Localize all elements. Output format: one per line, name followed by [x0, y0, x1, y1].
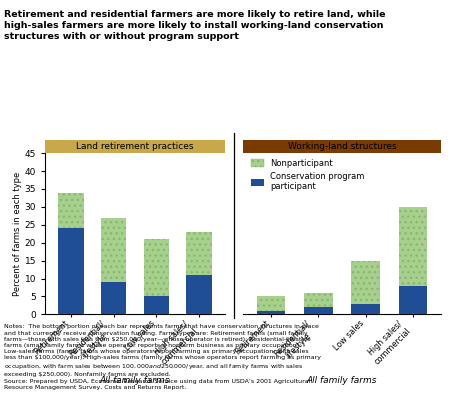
Bar	[399, 286, 427, 314]
Y-axis label: Percent of farms in each type: Percent of farms in each type	[13, 172, 22, 296]
FancyBboxPatch shape	[45, 140, 225, 153]
Bar	[101, 218, 126, 282]
Bar	[186, 232, 212, 275]
FancyBboxPatch shape	[243, 140, 441, 153]
Bar	[144, 297, 169, 314]
Text: Working-land structures: Working-land structures	[288, 142, 396, 151]
Bar	[351, 261, 380, 303]
Bar	[144, 239, 169, 297]
Bar	[257, 311, 285, 314]
Bar	[304, 293, 333, 307]
Text: All family farms: All family farms	[307, 376, 377, 384]
Bar	[399, 207, 427, 286]
Text: Notes:  The bottom portion of each bar represents farms that have conservation s: Notes: The bottom portion of each bar re…	[4, 324, 321, 390]
Text: All family farms: All family farms	[100, 376, 170, 384]
Bar	[101, 282, 126, 314]
Bar	[351, 303, 380, 314]
Bar	[58, 229, 84, 314]
Bar	[58, 193, 84, 229]
Bar	[186, 275, 212, 314]
Bar	[304, 307, 333, 314]
Bar	[257, 297, 285, 311]
Text: Land retirement practices: Land retirement practices	[76, 142, 194, 151]
Text: Retirement and residential farmers are more likely to retire land, while
high-sa: Retirement and residential farmers are m…	[4, 10, 386, 41]
Legend: Nonparticipant, Conservation program
participant: Nonparticipant, Conservation program par…	[251, 159, 364, 191]
